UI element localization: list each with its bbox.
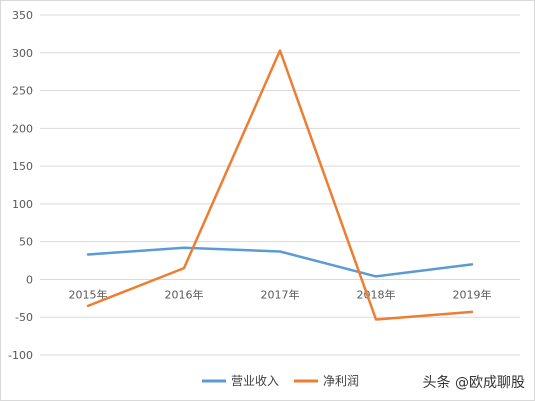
y-tick-label: 0 (26, 273, 33, 286)
gridlines (40, 14, 520, 356)
watermark: 头条 @欧成聊股 (422, 375, 525, 391)
x-tick-label: 2016年 (165, 287, 204, 301)
x-tick-label: 2015年 (69, 287, 108, 301)
y-tick-label: 250 (12, 85, 33, 98)
y-tick-label: 100 (12, 198, 33, 211)
x-tick-label: 2018年 (357, 287, 396, 301)
y-tick-label: 350 (12, 9, 33, 22)
y-axis-tick-labels: 350 300 250 200 150 100 50 0 -50 -100 (8, 9, 33, 362)
series-line-2 (86, 49, 474, 321)
y-tick-label: -50 (15, 311, 33, 324)
legend-label-1: 营业收入 (231, 374, 279, 388)
x-axis-tick-labels: 2015年 2016年 2017年 2018年 2019年 (69, 287, 492, 301)
legend-label-2: 净利润 (323, 374, 359, 388)
x-tick-label: 2017年 (261, 287, 300, 301)
x-tick-label: 2019年 (453, 287, 492, 301)
y-tick-label: 50 (19, 236, 33, 249)
y-tick-label: 150 (12, 160, 33, 173)
legend: 营业收入 净利润 (202, 374, 359, 388)
y-tick-label: 300 (12, 47, 33, 60)
series-lines (86, 49, 474, 321)
series-line-1 (86, 246, 474, 278)
y-tick-label: 200 (12, 122, 33, 135)
y-tick-label: -100 (8, 349, 33, 362)
